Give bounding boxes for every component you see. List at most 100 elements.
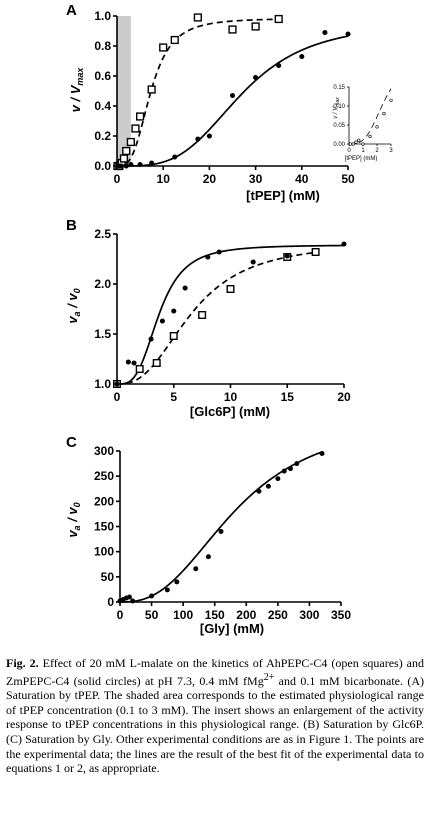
panel-a-x-tick-label: 40: [295, 172, 309, 186]
inset-x-tick-label: 2: [375, 148, 379, 154]
panel-a-x-tick-label: 20: [203, 172, 217, 186]
panel-a-x-tick-label: 50: [341, 172, 355, 186]
panel-b-y-tick-label: 1.5: [94, 327, 111, 341]
panel-a-solid-circle-point: [253, 74, 259, 81]
panel-c-x-tick-label: 200: [236, 608, 256, 622]
panel-c-x-tick-label: 350: [331, 608, 351, 622]
inset-y-tick-label: 0.15: [333, 85, 345, 91]
panel-c-x-tick-label: 100: [173, 608, 193, 622]
inset-data-point: [351, 142, 355, 146]
panel-c-y-tick-label: 300: [94, 444, 114, 458]
panel-c: C 0 50 100 150 200 250 300 350 0 50 100 150 200 250 30…: [65, 434, 351, 636]
panel-a-open-square-point: [159, 43, 168, 52]
panel-b-solid-circle-point: [341, 241, 347, 247]
panel-b-solid-circle-point: [125, 359, 131, 365]
panel-a-y-tick-label: 0.0: [94, 159, 111, 173]
panel-c-solid-circle-point: [265, 483, 271, 489]
panel-a-solid-circle-point: [195, 136, 201, 142]
inset-x-axis-label: [tPEP] (mM): [345, 156, 378, 162]
panel-b-y-tick-label: 1.0: [94, 377, 111, 391]
inset-data-point: [357, 138, 361, 142]
panel-c-solid-circle-point: [256, 488, 262, 494]
panel-b-y-tick-label: 2.5: [94, 227, 111, 241]
panel-c-data-points: [117, 451, 325, 604]
panel-a-x-tick-label: 30: [249, 172, 263, 186]
panel-c-letter: C: [66, 434, 77, 451]
panel-b-x-tick-label: 10: [224, 390, 238, 404]
panel-c-solid-circle-point: [164, 587, 170, 593]
panel-c-x-tick-label: 0: [117, 608, 124, 622]
panel-a-y-tick-label: 0.8: [94, 39, 111, 53]
inset-data-point: [382, 111, 386, 116]
figure-caption: Fig. 2. Effect of 20 mM L-malate on the …: [6, 656, 424, 776]
panel-a-x-axis-label: [tPEP] (mM): [246, 188, 320, 203]
panel-b-dashed-fit-curve: [116, 251, 316, 385]
panel-b-open-square-point: [169, 332, 178, 341]
panel-a-open-square-point: [119, 154, 129, 163]
figure: A 0 10 20 30 40 500.00.20.40.60.81.0 [tPEP] (…: [65, 2, 393, 636]
panel-a-solid-circle-point: [322, 29, 328, 36]
panel-c-x-tick-label: 150: [205, 608, 225, 622]
panel-c-y-tick-label: 0: [107, 595, 114, 609]
inset-y-tick-label: 0.05: [333, 123, 345, 129]
inset-data-point: [389, 98, 393, 102]
panel-a-open-square-point: [126, 137, 135, 147]
panel-c-x-tick-label: 300: [299, 608, 319, 622]
panel-b-open-square-point: [226, 285, 235, 294]
panel-a-y-tick-label: 0.4: [94, 99, 111, 113]
panel-b-x-tick-label: 15: [281, 390, 295, 404]
panel-a-dashed-fit-curve: [117, 18, 279, 167]
inset-data-point: [361, 142, 365, 146]
panel-b-x-axis-label: [Glc6P] (mM): [190, 404, 270, 419]
panel-b-x-tick-label: 20: [337, 390, 351, 404]
panel-c-solid-circle-point: [319, 451, 325, 456]
panel-c-solid-circle-point: [149, 593, 155, 599]
panel-a-y-axis-label: v / Vmax: [68, 67, 85, 113]
panel-b-fit-curves: [116, 244, 345, 385]
panel-c-y-axis-label: va / v0: [65, 502, 82, 537]
panel-b-open-square-point: [152, 359, 161, 368]
panel-c-x-tick-label: 50: [145, 608, 159, 622]
panel-b-solid-circle-point: [182, 285, 188, 291]
inset-y-tick-label: 0.10: [333, 104, 345, 110]
panel-c-y-tick-label: 200: [94, 494, 114, 508]
panel-a-solid-fit-curve: [117, 35, 349, 167]
panel-a-data-points: [113, 13, 351, 171]
panel-b-solid-circle-point: [159, 318, 165, 324]
inset-data-point: [375, 125, 379, 129]
inset-axes: 0 1 2 3 0.00 0.05 0.10 0.15: [333, 85, 393, 154]
panel-a-open-square-point: [228, 25, 237, 34]
panel-a-solid-circle-point: [206, 133, 212, 139]
physiological-range-shade: [117, 16, 131, 166]
panel-b-solid-circle-point: [216, 249, 222, 255]
caption-superscript: 2+: [263, 671, 275, 683]
panel-b-solid-fit-curve: [116, 244, 345, 385]
panel-c-solid-circle-point: [294, 461, 300, 467]
panel-c-fit-curve: [120, 451, 323, 603]
panel-a: A 0 10 20 30 40 500.00.20.40.60.81.0 [tPEP] (…: [66, 2, 393, 203]
panel-b-x-tick-label: 0: [114, 390, 121, 404]
panel-a-open-square-point: [122, 146, 131, 156]
panel-a-x-tick-label: 10: [157, 172, 171, 186]
panel-a-solid-circle-point: [299, 53, 305, 60]
panel-a-y-tick-label: 0.2: [94, 129, 111, 143]
panel-c-solid-fit-curve: [120, 451, 323, 603]
panel-b-solid-circle-point: [148, 336, 154, 342]
panel-c-solid-circle-point: [281, 468, 287, 474]
panel-c-x-axis-label: [Gly] (mM): [200, 621, 264, 636]
panel-c-y-tick-label: 50: [101, 570, 115, 584]
panel-a-axes: 0 10 20 30 40 50 0.0 0.2 0.4 0.6 0.8 1.0: [94, 9, 355, 186]
panel-c-solid-circle-point: [218, 529, 224, 535]
inset-fit-curve: [358, 88, 392, 144]
caption-text-part2: and 0.1 mM bicarbonate. (A) Saturation b…: [6, 673, 424, 776]
panel-a-open-square-point: [131, 124, 140, 133]
panel-a-open-square-point: [147, 85, 156, 94]
inset-data-point: [348, 142, 353, 146]
panel-a-solid-circle-point: [172, 154, 178, 160]
inset-data-points: [348, 98, 393, 146]
panel-b-solid-circle-point: [131, 360, 137, 366]
panel-c-x-tick-label: 250: [268, 608, 288, 622]
panel-c-solid-circle-point: [205, 554, 211, 560]
panel-c-solid-circle-point: [288, 466, 293, 472]
panel-c-y-tick-label: 250: [94, 469, 114, 483]
